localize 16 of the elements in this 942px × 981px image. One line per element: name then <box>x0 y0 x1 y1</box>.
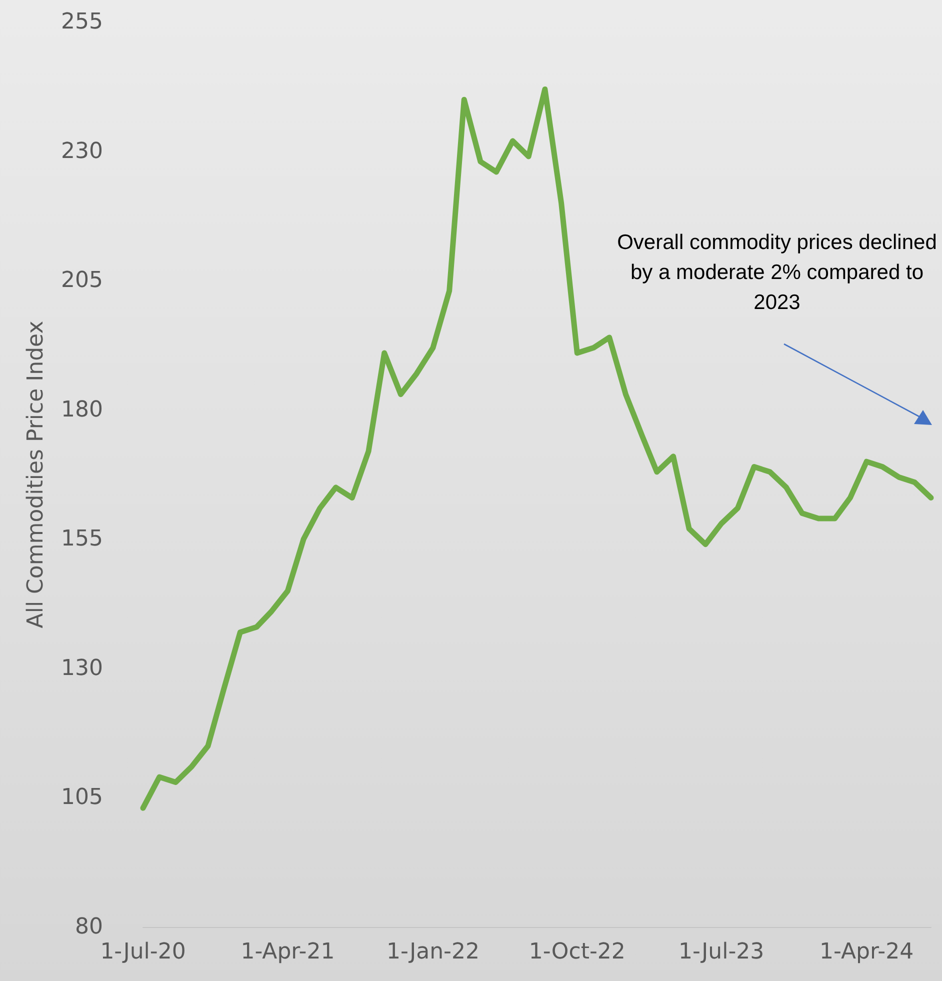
x-tick-label: 1-Apr-24 <box>820 940 914 964</box>
x-tick-label: 1-Jan-22 <box>386 940 480 964</box>
x-tick-label: 1-Jul-20 <box>100 940 186 964</box>
y-axis-title: All Commodities Price Index <box>24 320 48 628</box>
y-tick-label: 230 <box>61 138 103 164</box>
x-tick-label: 1-Apr-21 <box>240 940 335 964</box>
y-tick-label: 130 <box>61 656 103 681</box>
y-tick-label: 105 <box>61 785 103 810</box>
x-tick-label: 1-Jul-23 <box>678 940 764 964</box>
y-tick-label: 180 <box>61 397 103 422</box>
y-tick-label: 205 <box>61 268 103 294</box>
y-tick-label: 155 <box>61 526 103 552</box>
annotation: Overall commodity prices declined by a moderate 2% compared to 2023 <box>616 230 938 316</box>
y-tick-label: 255 <box>61 10 103 34</box>
x-tick-label: 1-Oct-22 <box>528 940 626 964</box>
y-tick-label: 80 <box>75 914 103 940</box>
